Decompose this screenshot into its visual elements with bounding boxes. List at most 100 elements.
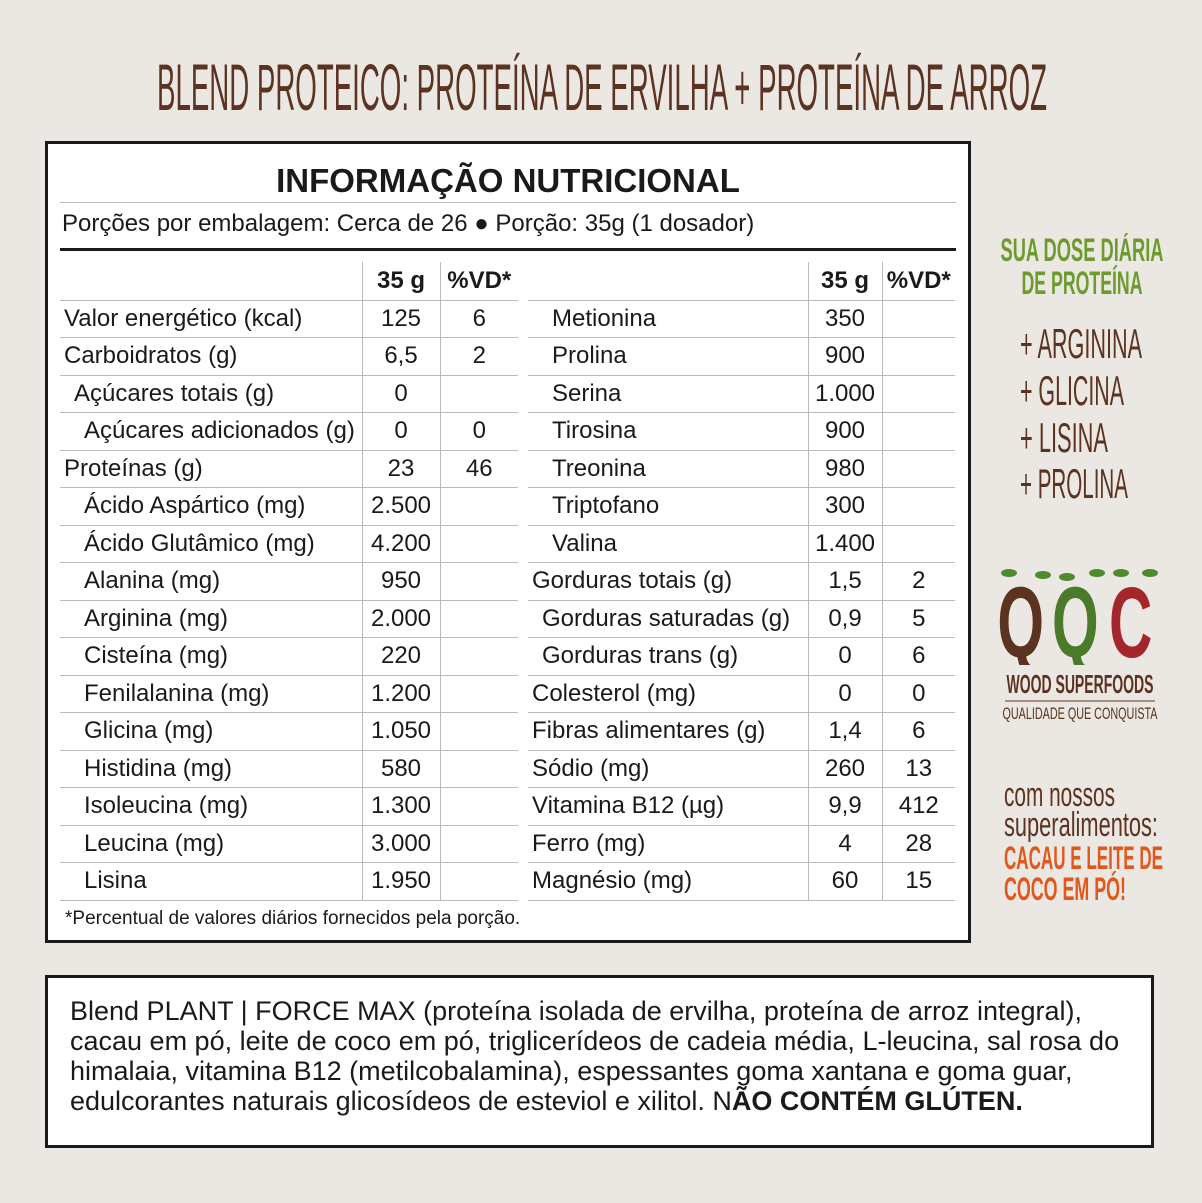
nutrient-amount: 980 <box>807 450 882 488</box>
brand-tagline: QUALIDADE QUE CONQUISTA <box>1003 704 1158 723</box>
svg-text:Q: Q <box>997 567 1044 665</box>
nutrient-amount: 0 <box>361 412 440 451</box>
nutrient-amount: 260 <box>807 750 882 788</box>
nutrient-label: Triptofano <box>528 487 808 526</box>
table-row: Carboidratos (g) 6,5 2 <box>60 337 518 376</box>
nutrient-amount: 0 <box>361 375 440 413</box>
brand-text: WOOD SUPERFOODS QUALIDADE QUE CONQUISTA <box>1003 669 1158 723</box>
nutrient-label: Proteínas (g) <box>60 450 362 488</box>
nutrient-amount: 1.050 <box>361 712 440 751</box>
page-title: BLEND PROTEICO: PROTEÍNA DE ERVILHA + PR… <box>157 50 1047 120</box>
table-row: Prolina 900 <box>528 337 955 376</box>
table-row: Leucina (mg) 3.000 <box>60 825 518 863</box>
nutrient-vd <box>881 337 955 376</box>
nutrient-label: Lisina <box>60 862 362 901</box>
table-row: Lisina 1.950 <box>60 862 518 901</box>
nutrient-vd: 2 <box>881 562 955 601</box>
nutrient-amount: 6,5 <box>361 337 440 376</box>
nutrient-vd <box>439 562 518 601</box>
nutrient-label: Gorduras trans (g) <box>528 637 808 676</box>
nutrient-amount: 60 <box>807 862 882 901</box>
nutrient-label: Gorduras totais (g) <box>528 562 808 601</box>
nutrient-amount: 350 <box>807 300 882 338</box>
nutrient-label: Alanina (mg) <box>60 562 362 601</box>
nutrient-label: Fenilalanina (mg) <box>60 675 362 713</box>
nutrient-label: Ácido Aspártico (mg) <box>60 487 362 526</box>
ingredients-box: Blend PLANT | FORCE MAX (proteína isolad… <box>45 975 1154 1148</box>
nutrient-amount: 9,9 <box>807 787 882 826</box>
svg-text:COCO EM PÓ!: COCO EM PÓ! <box>1004 871 1126 906</box>
nutrient-amount: 900 <box>807 412 882 451</box>
nutrient-label: Leucina (mg) <box>60 825 362 863</box>
nutrient-vd <box>439 375 518 413</box>
nutrition-facts-panel: INFORMAÇÃO NUTRICIONAL Porções por embal… <box>45 141 971 943</box>
nutrient-label: Açúcares totais (g) <box>60 375 362 413</box>
table-row: Ácido Glutâmico (mg) 4.200 <box>60 525 518 563</box>
nutrient-label: Valina <box>528 525 808 563</box>
table-row: Proteínas (g) 23 46 <box>60 450 518 488</box>
nutrient-vd <box>881 525 955 563</box>
panel-title: INFORMAÇÃO NUTRICIONAL <box>276 162 740 199</box>
svg-text:CACAU E LEITE DE: CACAU E LEITE DE <box>1004 842 1163 876</box>
nutrient-amount: 1.000 <box>807 375 882 413</box>
nutrient-amount: 4 <box>807 825 882 863</box>
nutrient-label: Vitamina B12 (µg) <box>528 787 808 826</box>
nutrient-label: Valor energético (kcal) <box>60 300 362 338</box>
nutrient-amount: 580 <box>361 750 440 788</box>
table-row: Glicina (mg) 1.050 <box>60 712 518 751</box>
nutrient-label: Treonina <box>528 450 808 488</box>
nutrient-vd: 2 <box>439 337 518 376</box>
gluten-free-notice: ÃO CONTÉM GLÚTEN. <box>731 1086 1023 1116</box>
amino-item: + ARGININA <box>1020 322 1142 367</box>
table-row: Tirosina 900 <box>528 412 955 451</box>
table-row: Valina 1.400 <box>528 525 955 563</box>
nutrient-vd <box>439 637 518 676</box>
table-row: Gorduras trans (g) 0 6 <box>528 637 955 676</box>
nutrient-label: Carboidratos (g) <box>60 337 362 376</box>
col-vd-header: %VD* <box>881 262 955 301</box>
nutrient-label: Glicina (mg) <box>60 712 362 751</box>
nutrient-amount: 23 <box>361 450 440 488</box>
qqc-logo-icon: Q Q C <box>997 567 1158 665</box>
nutrient-vd: 6 <box>881 637 955 676</box>
nutrient-vd <box>881 375 955 413</box>
ingredients-text: Blend PLANT | FORCE MAX (proteína isolad… <box>70 996 1120 1116</box>
portions-info: Porções por embalagem: Cerca de 26 ● Por… <box>62 210 755 237</box>
nutrient-label: Gorduras saturadas (g) <box>528 600 808 638</box>
nutrient-vd <box>439 862 518 901</box>
table-row: Açúcares totais (g) 0 <box>60 375 518 413</box>
nutrient-label: Serina <box>528 375 808 413</box>
table-row: Sódio (mg) 260 13 <box>528 750 955 788</box>
nutrient-label: Isoleucina (mg) <box>60 787 362 826</box>
nutrition-table-right: 35 g %VD* Metionina 350 Prolina 900 Serina 1.00… <box>528 262 955 901</box>
superfoods-text: com nossos superalimentos: <box>1004 780 1158 842</box>
nutrient-amount: 900 <box>807 337 882 376</box>
table-row: Valor energético (kcal) 125 6 <box>60 300 518 338</box>
svg-text:DE PROTEÍNA: DE PROTEÍNA <box>1022 265 1143 299</box>
svg-text:C: C <box>1109 567 1152 665</box>
brand-name: WOOD SUPERFOODS <box>1007 669 1154 699</box>
col-amount-header: 35 g <box>361 262 440 301</box>
svg-text:BLEND PROTEICO: PROTEÍNA DE ER: BLEND PROTEICO: PROTEÍNA DE ERVILHA + PR… <box>157 50 1047 120</box>
amino-item: + LISINA <box>1020 414 1108 461</box>
nutrient-label: Prolina <box>528 337 808 376</box>
nutrient-amount: 0 <box>807 637 882 676</box>
nutrient-label: Fibras alimentares (g) <box>528 712 808 751</box>
table-row: Cisteína (mg) 220 <box>60 637 518 676</box>
table-row: Fibras alimentares (g) 1,4 6 <box>528 712 955 751</box>
table-row: Açúcares adicionados (g) 0 0 <box>60 412 518 451</box>
nutrient-amount: 125 <box>361 300 440 338</box>
table-row: Isoleucina (mg) 1.300 <box>60 787 518 826</box>
nutrient-vd <box>439 675 518 713</box>
nutrient-vd: 6 <box>439 300 518 338</box>
footnote: *Percentual de valores diários fornecido… <box>65 908 521 929</box>
table-row: Metionina 350 <box>528 300 955 338</box>
nutrient-amount: 4.200 <box>361 525 440 563</box>
nutrient-amount: 1.200 <box>361 675 440 713</box>
amino-item: + GLICINA <box>1020 367 1124 414</box>
nutrient-vd: 0 <box>439 412 518 451</box>
brand-logo: Q Q C WOOD SUPERFOODS QUALIDADE QUE CONQ… <box>995 565 1165 723</box>
nutrient-vd <box>439 787 518 826</box>
nutrient-amount: 1,5 <box>807 562 882 601</box>
nutrient-label: Magnésio (mg) <box>528 862 808 901</box>
